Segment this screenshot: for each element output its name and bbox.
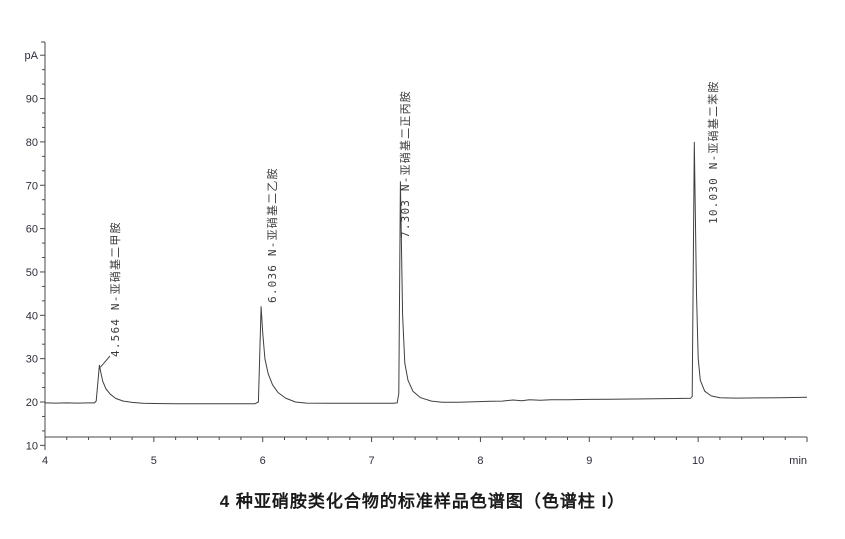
- y-tick-label: 10: [26, 440, 38, 452]
- peak-leader-line: [100, 355, 111, 368]
- x-tick-label: 6: [260, 455, 266, 467]
- x-tick-label: 5: [151, 455, 157, 467]
- y-tick-label: 80: [26, 137, 38, 149]
- x-tick-label: 4: [42, 455, 48, 467]
- x-tick-label: 9: [586, 455, 592, 467]
- y-tick-label: 70: [26, 180, 38, 192]
- peak-annotation: 10.030 N-亚硝基二苯胺: [706, 80, 720, 224]
- signal-trace: [44, 141, 808, 405]
- peak-annotation: 4.564 N-亚硝基二甲胺: [108, 221, 122, 357]
- y-tick-label: 90: [26, 94, 38, 106]
- x-axis-unit-label: min: [789, 455, 807, 467]
- x-tick-label: 7: [369, 455, 375, 467]
- y-tick-label: 50: [26, 267, 38, 279]
- figure-caption: 4 种亚硝胺类化合物的标准样品色谱图（色谱柱 I）: [219, 492, 626, 511]
- y-tick-label: 40: [26, 310, 38, 322]
- peak-annotation: 6.036 N-亚硝基二乙胺: [265, 167, 279, 303]
- peak-annotation: 7.303 N-亚硝基二正丙胺: [398, 90, 412, 238]
- x-tick-label: 10: [692, 455, 704, 467]
- y-axis-unit-label: pA: [25, 50, 39, 62]
- y-tick-label: 30: [26, 354, 38, 366]
- x-tick-label: 8: [477, 455, 483, 467]
- y-tick-label: 20: [26, 397, 38, 409]
- chromatogram-plot: 10 20 30 40 50 60 70 80 90 pA 4 5 6 7 8 9 10 min 4.564 N-亚…: [25, 41, 808, 467]
- y-tick-label: 60: [26, 224, 38, 236]
